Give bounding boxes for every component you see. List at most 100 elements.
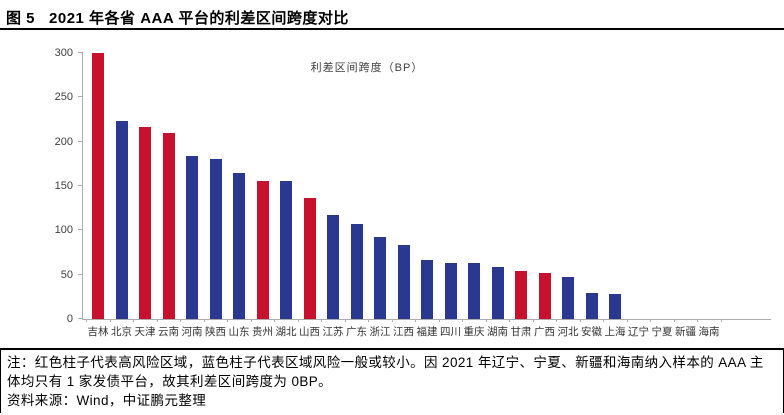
x-axis-tick-mark [650,319,652,322]
figure-title: 2021 年各省 AAA 平台的利差区间跨度对比 [49,10,349,27]
x-axis-tick-mark [579,319,581,322]
x-axis-label: 广西 [534,326,555,338]
x-axis-label: 陕西 [205,326,226,338]
bar-浙江 [374,236,386,319]
bar-江苏 [327,215,339,319]
bar-四川 [444,263,457,319]
x-axis-tick-mark [344,319,346,322]
bar-河北 [562,277,574,319]
bar-福建 [421,259,433,319]
x-axis-label: 北京 [111,326,132,338]
x-axis-tick-mark [509,319,511,322]
x-axis-tick-mark [556,319,558,322]
figure-header: 图 5 2021 年各省 AAA 平台的利差区间跨度对比 [0,0,784,30]
bar-广东 [350,224,363,319]
plot-area: 利差区间跨度（BP） 0 50 100 150 200 250 300 吉林 北京 天津 云南 河南陕… [55,47,771,338]
x-axis-tick-mark [462,319,464,322]
x-axis-tick-mark [180,319,182,322]
x-axis-tick-mark [603,319,605,322]
bar-北京 [115,121,128,319]
x-axis-tick-mark [391,319,393,322]
x-axis-label: 宁夏 [651,326,673,338]
x-axis-tick-mark [297,319,299,322]
x-axis-tick-mark [203,319,205,322]
note-text: 注：红色柱子代表高风险区域，蓝色柱子代表区域风险一般或较小。因 2021 年辽宁… [7,355,764,390]
y-axis-tick-label: 100 [54,224,73,237]
bar-陕西 [209,159,222,319]
x-axis-label: 重庆 [463,326,485,338]
x-axis-label: 吉林 [87,326,109,338]
bar-chart: 利差区间跨度（BP） 0 50 100 150 200 250 300 吉林 北京 天津 云南 河南陕… [0,30,784,348]
x-axis-tick-mark [415,319,417,322]
bar-湖南 [491,266,504,319]
x-axis-label: 河北 [557,326,579,338]
x-axis-tick-mark [109,319,111,322]
bar-甘肃 [515,271,527,319]
x-axis-label: 辽宁 [628,326,649,338]
bar-重庆 [468,263,480,319]
y-axis-tick-label: 200 [54,135,73,148]
x-axis-label: 云南 [158,326,179,338]
x-axis-label: 贵州 [252,326,273,338]
y-axis-tick-mark [78,229,83,231]
x-axis-label: 江苏 [322,326,344,338]
bar-贵州 [256,180,269,319]
x-axis-tick-mark [532,319,534,322]
x-axis-tick-mark [250,319,252,322]
y-axis-tick-label: 250 [54,91,73,104]
y-axis-tick-mark [78,52,83,53]
y-axis-tick-mark [78,273,83,275]
y-axis-tick-mark [78,96,83,98]
x-axis-label: 海南 [698,326,720,338]
x-axis-tick-mark [274,319,276,322]
x-axis-label: 上海 [604,326,626,338]
bar-上海 [609,294,621,319]
x-axis-label: 安徽 [581,326,602,338]
x-axis-label: 四川 [440,326,461,338]
bar-河南 [186,155,198,319]
x-axis-label: 新疆 [675,326,696,338]
bar-山西 [303,198,316,319]
x-axis-label: 山东 [228,326,250,338]
source-text: 资料来源：Wind，中证鹏元整理 [7,393,207,409]
x-axis-label: 天津 [134,326,156,338]
x-axis-tick-mark [438,319,440,322]
bar-湖北 [280,180,292,319]
x-axis-label: 江西 [393,326,414,338]
bar-安徽 [585,293,598,319]
x-axis-tick-mark [720,319,722,322]
y-axis-tick-mark [78,318,83,319]
x-axis-tick-mark [368,319,370,322]
x-axis-tick-mark [86,319,88,322]
x-axis-label: 河南 [181,326,203,338]
x-axis-label: 福建 [416,326,438,338]
x-axis-label: 湖南 [487,326,508,338]
x-axis-label: 广东 [346,326,367,338]
figure-footnote: 注：红色柱子代表高风险区域，蓝色柱子代表区域风险一般或较小。因 2021 年辽宁… [0,348,784,413]
bar-天津 [139,126,151,319]
y-axis-tick-label: 150 [54,180,73,192]
x-axis-label: 山西 [299,326,320,338]
x-axis-tick-mark [227,319,229,322]
y-axis-tick-mark [78,140,83,142]
figure-number: 图 5 [6,10,36,27]
bar-山东 [233,172,245,319]
y-axis-tick-label: 300 [54,47,73,59]
x-axis-tick-mark [626,319,628,322]
y-axis-tick-label: 0 [66,313,73,325]
y-axis-tick-label: 50 [60,268,73,281]
x-axis-tick-mark [156,319,158,322]
bar-广西 [538,272,551,319]
x-axis-label: 甘肃 [510,326,532,338]
x-axis-label: 浙江 [369,326,391,338]
x-axis-tick-mark [321,319,323,322]
bar-云南 [162,132,175,319]
x-axis-label: 湖北 [275,326,297,338]
x-axis-tick-mark [133,319,135,322]
chart-legend-title: 利差区间跨度（BP） [310,62,424,74]
x-axis-tick-mark [673,319,675,322]
bar-吉林 [92,53,104,319]
x-axis-tick-mark [485,319,487,322]
y-axis-tick-mark [78,185,83,186]
